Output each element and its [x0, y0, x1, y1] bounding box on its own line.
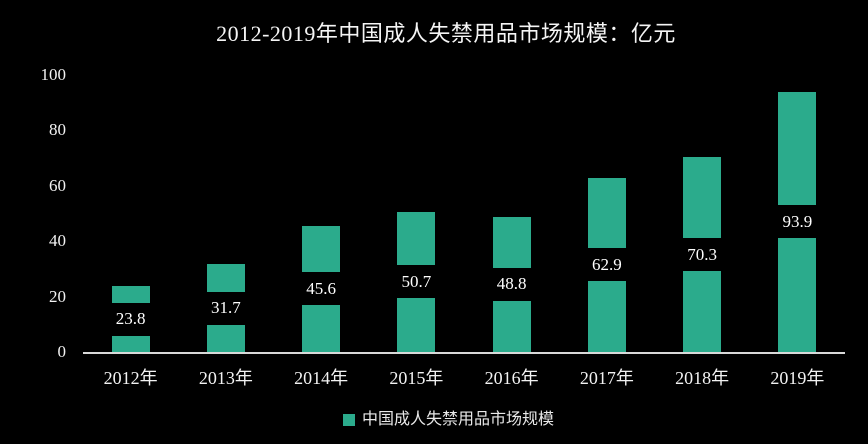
x-axis-label: 2014年	[294, 368, 349, 388]
bar-value-label: 45.6	[306, 278, 336, 298]
x-axis-label: 2016年	[484, 368, 539, 388]
bar-value-label: 50.7	[401, 271, 432, 291]
y-axis-tick-label: 40	[49, 231, 66, 251]
bar-value-band: 93.9	[774, 205, 821, 239]
x-axis-label: 2012年	[103, 368, 158, 388]
x-axis-line	[83, 352, 845, 354]
bar-value-label: 70.3	[687, 244, 717, 264]
y-axis-tick-label: 20	[49, 286, 66, 306]
x-axis-label: 2017年	[579, 368, 634, 388]
y-axis-tick-label: 100	[40, 65, 67, 84]
bar-2017年: 62.9	[583, 177, 630, 352]
bar-2012年: 23.8	[107, 286, 154, 352]
bar-value-band: 31.7	[202, 291, 249, 325]
bar-value-band: 23.8	[107, 302, 154, 336]
bar-value-label: 48.8	[496, 274, 527, 294]
y-axis-tick-label: 0	[57, 342, 67, 361]
x-axis-label: 2015年	[389, 368, 444, 388]
bar-value-label: 93.9	[782, 211, 813, 231]
bar-2016年: 48.8	[488, 216, 535, 352]
y-axis-tick-label: 60	[49, 175, 66, 195]
legend-swatch-icon	[343, 414, 355, 426]
bar-value-label: 62.9	[592, 254, 622, 274]
bar-2014年: 45.6	[298, 225, 345, 352]
bar-value-band: 70.3	[679, 238, 726, 272]
legend-label: 中国成人失禁用品市场规模	[362, 411, 555, 428]
x-axis-label: 2013年	[198, 368, 253, 388]
chart-title: 2012-2019年中国成人失禁用品市场规模：亿元	[216, 21, 676, 46]
y-axis-tick-label: 80	[49, 120, 66, 140]
bar-value-band: 45.6	[298, 272, 345, 306]
bar-value-band: 62.9	[583, 248, 630, 282]
x-axis-label: 2019年	[770, 368, 825, 388]
x-axis-label: 2018年	[675, 368, 730, 388]
bar-value-band: 50.7	[393, 265, 440, 299]
bar-2013年: 31.7	[202, 264, 249, 352]
legend: 中国成人失禁用品市场规模	[343, 412, 554, 428]
bar-2018年: 70.3	[679, 157, 726, 352]
bar-value-label: 31.7	[211, 298, 241, 318]
bar-2019年: 93.9	[774, 91, 821, 352]
bar-value-label: 23.8	[115, 309, 146, 329]
bar-2015年: 50.7	[393, 211, 440, 352]
bar-value-band: 48.8	[488, 267, 535, 301]
